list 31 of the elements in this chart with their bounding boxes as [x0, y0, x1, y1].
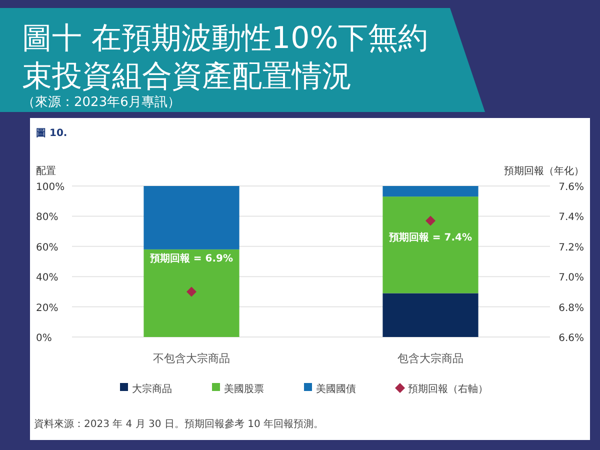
x-tick-label: 不包含大宗商品: [153, 352, 230, 365]
y-tick-label: 20%: [36, 302, 58, 314]
bar: [144, 249, 240, 337]
y2-tick-label: 7.4%: [558, 212, 584, 224]
caption: 圖 10.: [36, 128, 68, 139]
y2-tick-label: 7.6%: [558, 182, 584, 193]
y2-tick-label: 6.6%: [558, 333, 584, 344]
y-tick-label: 80%: [36, 212, 58, 224]
y-tick-label: 100%: [36, 182, 65, 193]
legend-label: 大宗商品: [132, 383, 172, 395]
legend-label: 美國股票: [224, 383, 264, 395]
chart-subtitle: （來源：2023年6月專訊）: [22, 95, 180, 110]
y2-tick-label: 7.0%: [558, 272, 584, 284]
y2-axis-title: 預期回報（年化）: [504, 165, 584, 177]
chart-title: 圖十 在預期波動性10%下無約束投資組合資產配置情況: [22, 21, 428, 94]
bar: [382, 196, 478, 294]
y2-tick-label: 7.2%: [558, 242, 584, 254]
bar: [382, 186, 478, 197]
bar: [382, 293, 478, 337]
y-tick-label: 0%: [36, 333, 52, 344]
legend-label: 美國國債: [316, 383, 356, 395]
data-label: 預期回報 = 6.9%: [148, 252, 234, 265]
y-tick-label: 40%: [36, 272, 58, 284]
y2-tick-label: 6.8%: [558, 302, 584, 314]
y-tick-label: 60%: [36, 242, 58, 254]
legend-label: 預期回報（右軸）: [408, 383, 488, 395]
bar: [144, 186, 240, 250]
source-note: 資料來源：2023 年 4 月 30 日。預期回報參考 10 年回報預測。: [34, 418, 324, 430]
data-label: 預期回報 = 7.4%: [388, 232, 472, 244]
x-tick-label: 包含大宗商品: [398, 352, 464, 365]
y-axis-title: 配置: [36, 165, 56, 177]
